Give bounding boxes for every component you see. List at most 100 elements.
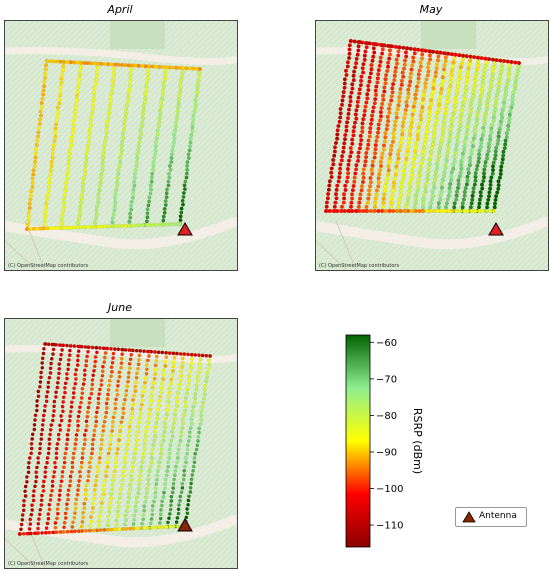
track-point bbox=[342, 196, 347, 201]
track-point bbox=[410, 63, 415, 68]
track-point bbox=[65, 176, 70, 181]
track-point bbox=[36, 526, 40, 531]
track-point bbox=[116, 500, 121, 505]
track-point bbox=[175, 456, 180, 460]
track-point bbox=[89, 224, 94, 229]
track-point bbox=[389, 196, 394, 201]
track-point bbox=[48, 498, 53, 502]
track-point bbox=[169, 438, 174, 443]
track-point bbox=[333, 192, 339, 197]
track-point bbox=[184, 171, 189, 176]
track-point bbox=[67, 155, 72, 160]
track-point bbox=[381, 200, 386, 205]
track-point bbox=[415, 137, 420, 142]
track-point bbox=[411, 59, 416, 64]
track-point bbox=[486, 145, 491, 150]
track-point bbox=[407, 189, 412, 194]
track-point bbox=[417, 169, 422, 174]
track-point bbox=[96, 401, 101, 406]
track-point bbox=[109, 346, 113, 351]
track-point bbox=[104, 469, 108, 474]
road bbox=[316, 47, 548, 66]
track-point bbox=[197, 353, 201, 358]
track-point bbox=[83, 437, 87, 442]
track-point bbox=[39, 503, 44, 507]
track-point bbox=[501, 104, 506, 109]
track-point bbox=[145, 207, 150, 212]
track-point bbox=[396, 49, 401, 54]
track-point bbox=[442, 119, 447, 124]
track-point bbox=[172, 355, 177, 360]
antenna-icon[interactable] bbox=[488, 222, 504, 236]
map[interactable]: (C) OpenStreetMap contributors bbox=[315, 20, 549, 271]
track-point bbox=[58, 484, 63, 488]
track-point bbox=[107, 509, 112, 514]
track-point bbox=[64, 180, 68, 185]
track-point bbox=[111, 351, 116, 356]
track-point bbox=[470, 197, 475, 202]
track-point bbox=[129, 473, 134, 478]
track-point bbox=[439, 138, 444, 143]
track-point bbox=[376, 176, 381, 181]
track-point bbox=[86, 349, 90, 354]
track-point bbox=[139, 402, 144, 407]
track-point bbox=[82, 442, 87, 447]
track-point bbox=[363, 104, 368, 109]
track-point bbox=[159, 390, 164, 395]
track-point bbox=[361, 70, 366, 75]
track-point bbox=[144, 88, 149, 93]
track-point bbox=[485, 205, 490, 210]
track-point bbox=[133, 384, 138, 389]
track-point bbox=[207, 362, 212, 367]
track-point bbox=[326, 191, 331, 197]
track-point bbox=[125, 99, 130, 104]
track-point bbox=[120, 131, 125, 136]
track-point bbox=[374, 84, 379, 89]
track-point bbox=[85, 410, 90, 414]
track-point bbox=[354, 163, 359, 168]
track-point bbox=[430, 189, 435, 194]
track-point bbox=[333, 200, 338, 205]
track-point bbox=[23, 484, 28, 489]
track-point bbox=[166, 183, 171, 188]
track-point bbox=[405, 200, 410, 206]
track-point bbox=[66, 164, 71, 168]
track-point bbox=[140, 521, 144, 526]
track-point bbox=[162, 206, 167, 211]
track-point bbox=[51, 59, 56, 64]
track-point bbox=[197, 426, 202, 431]
track-point bbox=[364, 150, 369, 156]
map[interactable]: (C) OpenStreetMap contributors bbox=[4, 20, 238, 271]
track-point bbox=[122, 123, 127, 128]
track-point bbox=[338, 162, 343, 167]
track-point bbox=[56, 437, 61, 442]
track-point bbox=[183, 179, 188, 184]
track-point bbox=[332, 145, 338, 150]
track-point bbox=[490, 167, 496, 173]
track-point bbox=[86, 135, 91, 140]
track-point bbox=[468, 58, 473, 63]
track-point bbox=[481, 175, 487, 180]
antenna-icon[interactable] bbox=[177, 222, 193, 236]
track-point bbox=[406, 140, 412, 145]
track-point bbox=[466, 66, 471, 71]
track-point bbox=[173, 124, 178, 129]
track-point bbox=[348, 99, 353, 104]
track-point bbox=[516, 64, 522, 69]
track-point bbox=[47, 442, 52, 446]
track-point bbox=[361, 208, 366, 214]
track-point bbox=[80, 188, 85, 193]
track-point bbox=[450, 115, 455, 120]
map[interactable]: (C) OpenStreetMap contributors bbox=[4, 318, 238, 569]
track-point bbox=[65, 529, 70, 534]
track-point bbox=[51, 474, 56, 479]
track-point bbox=[115, 184, 120, 188]
track-point bbox=[71, 520, 75, 525]
antenna-icon[interactable] bbox=[177, 518, 193, 532]
track-point bbox=[36, 456, 40, 460]
track-point bbox=[357, 208, 362, 214]
track-point bbox=[473, 125, 478, 130]
track-point bbox=[459, 159, 464, 164]
track-point bbox=[373, 151, 378, 156]
track-point bbox=[167, 512, 172, 516]
